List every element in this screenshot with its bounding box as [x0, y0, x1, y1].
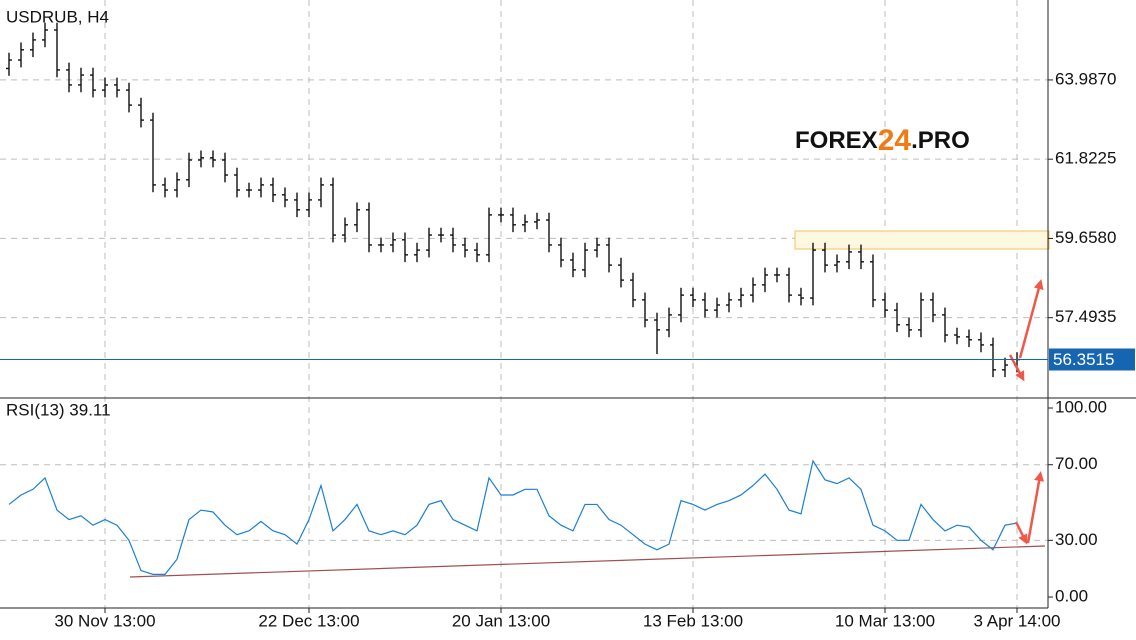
rsi-title: RSI(13) 39.11: [6, 400, 111, 419]
arrow-up: [1018, 279, 1044, 359]
x-tick-label: 22 Dec 13:00: [258, 611, 359, 630]
watermark: FOREX24.PRO: [795, 124, 970, 157]
x-tick-label: 3 Apr 14:00: [974, 611, 1061, 630]
x-tick-label: 30 Nov 13:00: [54, 611, 155, 630]
grid-layer: [0, 0, 1048, 608]
rsi-arrow-up: [1026, 471, 1045, 544]
last-price-label: 56.3515: [1053, 350, 1114, 369]
y-tick-label: 70.00: [1055, 454, 1098, 473]
resistance-zone: [794, 230, 1050, 250]
x-tick-label: 20 Jan 13:00: [452, 611, 550, 630]
y-tick-label: 63.9870: [1055, 69, 1116, 88]
y-tick-label: 57.4935: [1055, 307, 1116, 326]
rsi-trendline: [129, 545, 1046, 578]
x-tick-label: 13 Feb 13:00: [643, 611, 743, 630]
y-tick-label: 0.00: [1055, 587, 1088, 606]
marks: [6, 22, 1020, 575]
arrow-down: [1008, 354, 1025, 382]
y-tick-label: 59.6580: [1055, 228, 1116, 247]
x-tick-label: 10 Mar 13:00: [835, 611, 935, 630]
y-tick-label: 61.8225: [1055, 149, 1116, 168]
rsi-line: [8, 459, 1018, 575]
y-tick-label: 100.00: [1055, 398, 1107, 417]
chart-title: USDRUB, H4: [6, 7, 109, 26]
last-price-box: [1049, 348, 1135, 371]
rsi-arrow-down: [1014, 521, 1028, 545]
y-tick-label: 30.00: [1055, 530, 1098, 549]
